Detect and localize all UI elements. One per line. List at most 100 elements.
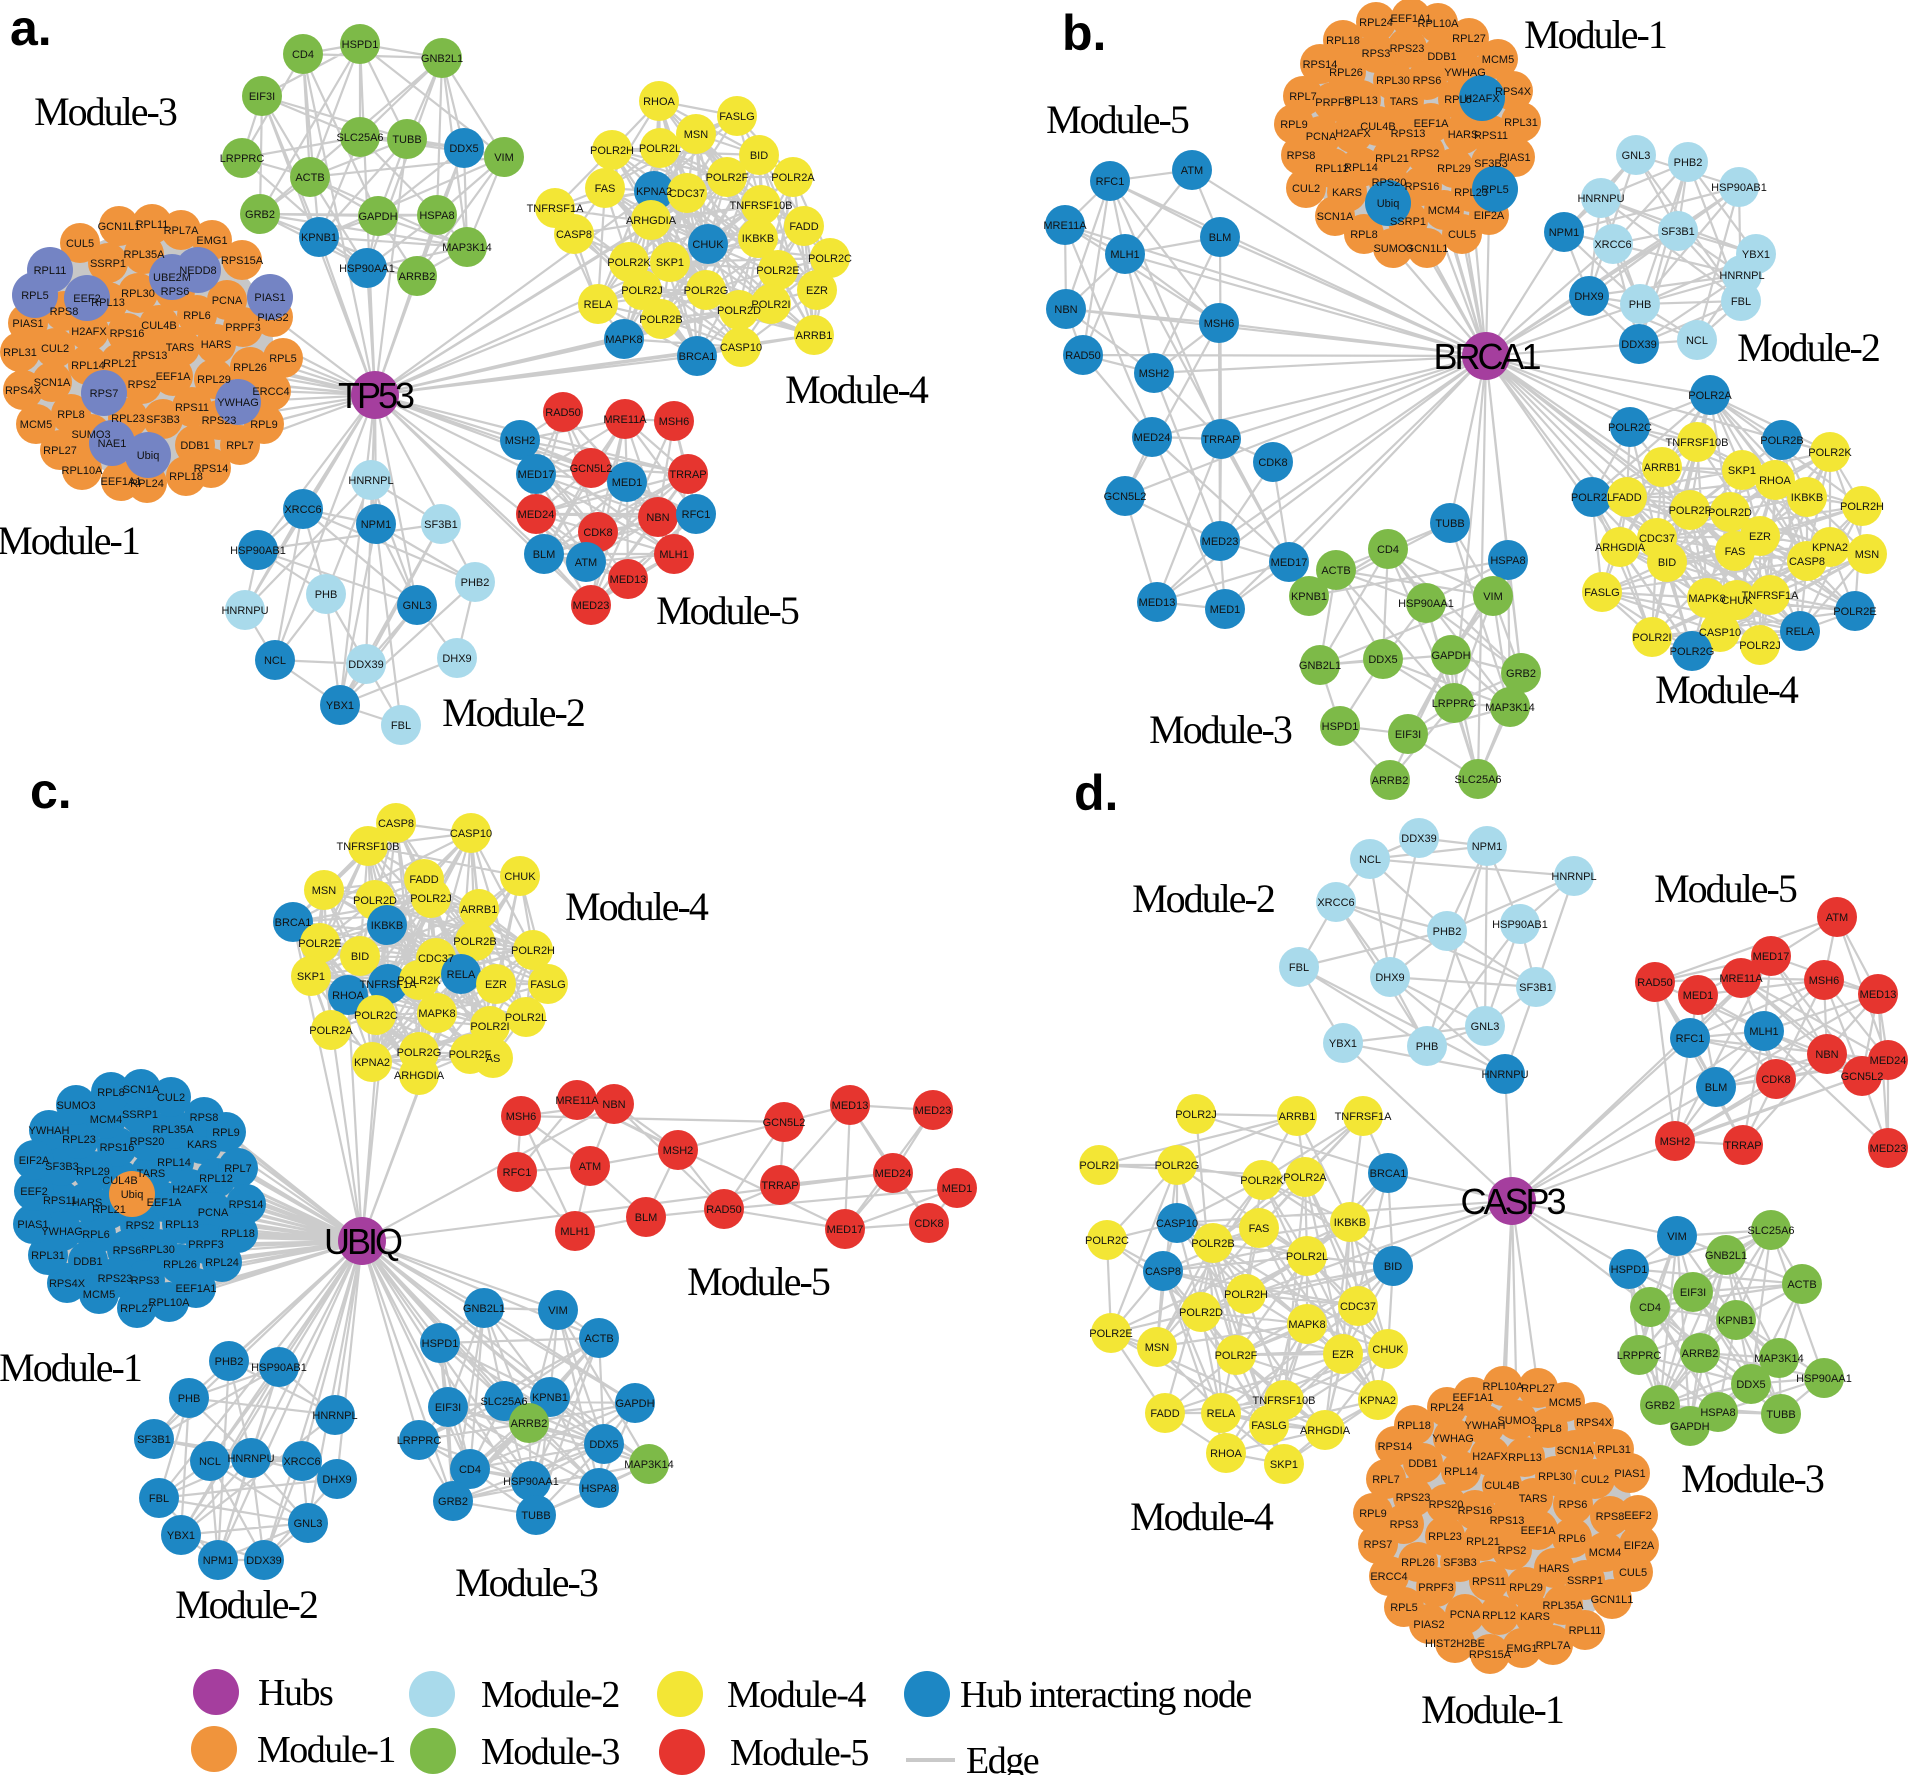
svg-text:RPS7: RPS7 <box>90 388 119 400</box>
svg-text:KPNB1: KPNB1 <box>1291 591 1327 603</box>
svg-text:DHX9: DHX9 <box>1375 972 1404 984</box>
svg-text:EEF2: EEF2 <box>73 293 101 305</box>
svg-text:RPL35A: RPL35A <box>153 1124 195 1136</box>
svg-text:ERCC4: ERCC4 <box>1370 1571 1407 1583</box>
svg-text:SLC25A6: SLC25A6 <box>1454 774 1501 786</box>
svg-text:RPL31: RPL31 <box>1597 1444 1631 1456</box>
svg-text:VIM: VIM <box>548 1305 568 1317</box>
svg-text:DDX5: DDX5 <box>1736 1379 1765 1391</box>
svg-text:POLR2G: POLR2G <box>684 285 729 297</box>
svg-text:TARS: TARS <box>1390 96 1419 108</box>
svg-text:SCN1A: SCN1A <box>1557 1445 1594 1457</box>
svg-text:RPL27: RPL27 <box>1521 1383 1555 1395</box>
svg-text:RPL21: RPL21 <box>103 358 137 370</box>
svg-text:CUL4B: CUL4B <box>141 320 176 332</box>
svg-text:TNFRSF1A: TNFRSF1A <box>527 203 585 215</box>
svg-text:TRRAP: TRRAP <box>1202 434 1239 446</box>
svg-text:MED13: MED13 <box>1139 597 1176 609</box>
svg-text:Module-2: Module-2 <box>481 1674 619 1716</box>
svg-text:GAPDH: GAPDH <box>1670 1421 1709 1433</box>
svg-text:POLR2C: POLR2C <box>1085 1235 1129 1247</box>
svg-text:MSH6: MSH6 <box>506 1111 537 1123</box>
svg-text:RPL13: RPL13 <box>165 1219 199 1231</box>
svg-text:RPL6: RPL6 <box>82 1229 110 1241</box>
svg-text:MLH1: MLH1 <box>560 1226 589 1238</box>
svg-text:FADD: FADD <box>1150 1408 1179 1420</box>
svg-text:XRCC6: XRCC6 <box>284 504 321 516</box>
svg-text:RPS16: RPS16 <box>1405 181 1440 193</box>
svg-text:HARS: HARS <box>1539 1563 1570 1575</box>
svg-text:DHX9: DHX9 <box>1574 291 1603 303</box>
svg-text:HNRNPU: HNRNPU <box>1577 193 1624 205</box>
svg-text:MSH6: MSH6 <box>659 416 690 428</box>
svg-text:RPS16: RPS16 <box>100 1142 135 1154</box>
svg-text:VIM: VIM <box>1667 1231 1687 1243</box>
svg-text:MCM5: MCM5 <box>20 419 52 431</box>
svg-text:RHOA: RHOA <box>643 96 675 108</box>
svg-text:BRCA1: BRCA1 <box>1370 1168 1407 1180</box>
svg-text:GNL3: GNL3 <box>1471 1021 1500 1033</box>
svg-text:RELA: RELA <box>584 299 613 311</box>
svg-text:ARRB1: ARRB1 <box>461 904 498 916</box>
svg-text:RPS20: RPS20 <box>1429 1499 1464 1511</box>
svg-text:PRPF3: PRPF3 <box>1315 97 1350 109</box>
svg-text:TNFRSF10B: TNFRSF10B <box>337 841 400 853</box>
svg-text:a.: a. <box>10 0 52 56</box>
svg-text:POLR2C: POLR2C <box>354 1010 398 1022</box>
svg-text:CUL5: CUL5 <box>1448 229 1476 241</box>
svg-text:RPL5: RPL5 <box>21 290 49 302</box>
svg-text:RPS14: RPS14 <box>194 463 229 475</box>
svg-text:RPS16: RPS16 <box>1458 1505 1493 1517</box>
svg-text:HNRNPL: HNRNPL <box>1719 270 1764 282</box>
svg-text:EZR: EZR <box>1749 531 1771 543</box>
svg-text:RPL23: RPL23 <box>1454 187 1488 199</box>
svg-text:MCM5: MCM5 <box>1482 54 1514 66</box>
svg-text:GCN1L1: GCN1L1 <box>1591 1594 1634 1606</box>
svg-text:TRRAP: TRRAP <box>761 1180 798 1192</box>
svg-text:RAD50: RAD50 <box>545 407 580 419</box>
svg-text:SLC25A6: SLC25A6 <box>336 132 383 144</box>
svg-text:CDK8: CDK8 <box>583 527 612 539</box>
svg-text:ACTB: ACTB <box>1787 1279 1816 1291</box>
svg-text:RPS14: RPS14 <box>1303 59 1338 71</box>
svg-text:RPL14: RPL14 <box>157 1157 191 1169</box>
svg-text:SUMO3: SUMO3 <box>1373 243 1412 255</box>
svg-text:EIF3I: EIF3I <box>1680 1287 1706 1299</box>
svg-text:POLR2D: POLR2D <box>353 895 397 907</box>
svg-text:Ubiq: Ubiq <box>1377 198 1400 210</box>
svg-text:CDK8: CDK8 <box>914 1218 943 1230</box>
svg-text:RHOA: RHOA <box>1759 475 1791 487</box>
svg-text:TRRAP: TRRAP <box>669 469 706 481</box>
svg-text:UBIQ: UBIQ <box>324 1221 402 1262</box>
svg-text:RPL30: RPL30 <box>1376 75 1410 87</box>
svg-text:RPS20: RPS20 <box>1372 177 1407 189</box>
svg-text:MED17: MED17 <box>827 1224 864 1236</box>
svg-text:MSN: MSN <box>1145 1342 1170 1354</box>
svg-text:HSP90AB1: HSP90AB1 <box>1492 919 1548 931</box>
svg-text:MAP3K14: MAP3K14 <box>1754 1353 1804 1365</box>
svg-text:CUL4B: CUL4B <box>102 1175 137 1187</box>
svg-text:RPL12: RPL12 <box>199 1173 233 1185</box>
svg-text:NCL: NCL <box>1686 335 1708 347</box>
svg-text:GNB2L1: GNB2L1 <box>421 53 463 65</box>
svg-text:RPS13: RPS13 <box>133 350 168 362</box>
svg-text:BLM: BLM <box>635 1212 658 1224</box>
svg-text:POLR2D: POLR2D <box>1179 1307 1223 1319</box>
svg-text:POLR2B: POLR2B <box>639 314 682 326</box>
svg-text:CASP10: CASP10 <box>450 828 492 840</box>
svg-text:HNRNPL: HNRNPL <box>312 1410 357 1422</box>
svg-text:MED17: MED17 <box>1753 951 1790 963</box>
svg-text:RPL30: RPL30 <box>1538 1471 1572 1483</box>
svg-text:BRCA1: BRCA1 <box>275 917 312 929</box>
svg-text:DDX5: DDX5 <box>589 1439 618 1451</box>
svg-text:c.: c. <box>30 763 72 819</box>
svg-text:RAD50: RAD50 <box>1637 977 1672 989</box>
svg-text:FAS: FAS <box>1249 1223 1270 1235</box>
svg-text:RPS11: RPS11 <box>1474 130 1508 142</box>
svg-text:SKP1: SKP1 <box>1728 465 1756 477</box>
svg-text:AS: AS <box>486 1053 501 1065</box>
svg-text:CASP8: CASP8 <box>378 818 414 830</box>
svg-text:RPL6: RPL6 <box>1558 1533 1586 1545</box>
svg-text:HARS: HARS <box>1448 129 1479 141</box>
svg-text:SF3B3: SF3B3 <box>45 1161 79 1173</box>
